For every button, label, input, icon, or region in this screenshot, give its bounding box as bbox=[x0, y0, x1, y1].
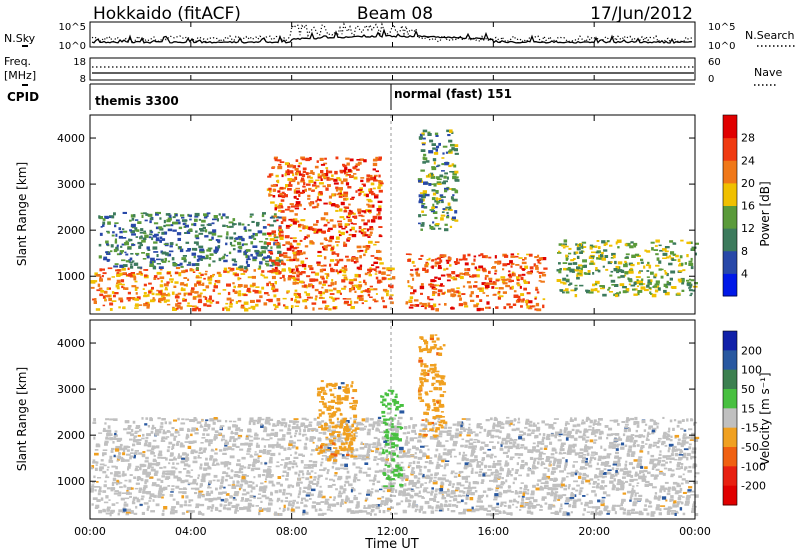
power-y-label: Slant Range [km] bbox=[15, 162, 29, 266]
x-tick-label: 16:00 bbox=[477, 525, 509, 538]
cpid-mode-2: normal (fast) 151 bbox=[394, 87, 512, 101]
power-colorbar-tick: 4 bbox=[741, 267, 748, 280]
velocity-region bbox=[90, 416, 700, 517]
velocity-colorbar-swatch bbox=[723, 408, 737, 429]
velocity-colorbar-tick: -100 bbox=[741, 460, 766, 473]
nsky-tick-bottom: 10^0 bbox=[59, 41, 86, 52]
velocity-data bbox=[90, 334, 700, 517]
power-colorbar-label: Power [dB] bbox=[758, 181, 772, 246]
power-region bbox=[556, 239, 699, 298]
velocity-colorbar-swatch bbox=[723, 331, 737, 351]
power-colorbar-tick: 24 bbox=[741, 154, 755, 167]
power-colorbar-swatch bbox=[723, 205, 737, 229]
velocity-y-tick: 2000 bbox=[57, 429, 85, 442]
power-colorbar-swatch bbox=[723, 250, 737, 274]
velocity-colorbar-label: Velocity [m s⁻¹] bbox=[758, 372, 772, 465]
power-region bbox=[405, 253, 548, 312]
x-tick-label: 04:00 bbox=[175, 525, 207, 538]
cpid-mode-1: themis 3300 bbox=[95, 94, 179, 108]
station-title: Hokkaido (fitACF) bbox=[93, 4, 241, 24]
cpid-strip: CPID themis 3300 normal (fast) 151 bbox=[7, 83, 695, 110]
nsky-label: N.Sky bbox=[4, 32, 36, 45]
velocity-region bbox=[417, 334, 448, 438]
velocity-colorbar-swatch bbox=[723, 466, 737, 487]
power-data bbox=[90, 129, 699, 312]
power-colorbar-tick: 20 bbox=[741, 177, 755, 190]
nave-label: Nave bbox=[754, 66, 782, 79]
power-colorbar-tick: 8 bbox=[741, 245, 748, 258]
power-colorbar: 4 8 12 16 20 24 28 bbox=[722, 114, 755, 297]
velocity-colorbar-tick: -15 bbox=[741, 422, 759, 435]
power-panel: 1000 2000 3000 4000 Slant Range [km] bbox=[15, 114, 699, 315]
x-axis: 00:00 04:00 08:00 12:00 16:00 20:00 00:00 bbox=[74, 22, 711, 538]
velocity-colorbar-tick: -200 bbox=[741, 480, 766, 493]
freq-tick-top: 18 bbox=[73, 57, 86, 68]
freq-label: Freq. bbox=[4, 55, 31, 68]
velocity-colorbar-swatch bbox=[723, 447, 737, 467]
power-region bbox=[98, 211, 284, 271]
velocity-colorbar-swatch bbox=[723, 389, 737, 409]
nsky-trace bbox=[91, 28, 693, 44]
freq-strip: Freq. [MHz] 18 8 60 0 Nave bbox=[4, 55, 782, 86]
power-region bbox=[266, 156, 384, 275]
power-colorbar-tick: 16 bbox=[741, 200, 755, 213]
velocity-colorbar-tick: -50 bbox=[741, 441, 759, 454]
x-tick-label: 08:00 bbox=[276, 525, 308, 538]
velocity-colorbar: 200 100 50 15 -15 -50 -100 -200 bbox=[722, 330, 766, 506]
x-tick-label: 00:00 bbox=[679, 525, 711, 538]
velocity-y-tick: 1000 bbox=[57, 475, 85, 488]
power-y-tick: 3000 bbox=[57, 178, 85, 191]
velocity-colorbar-tick: 50 bbox=[741, 383, 755, 396]
velocity-y-label: Slant Range [km] bbox=[15, 367, 29, 471]
velocity-colorbar-swatch bbox=[723, 369, 737, 390]
power-y-tick: 4000 bbox=[57, 132, 85, 145]
power-colorbar-swatch bbox=[723, 160, 737, 184]
power-colorbar-swatch bbox=[723, 182, 737, 206]
nave-tick-bottom: 0 bbox=[708, 74, 714, 85]
freq-unit: [MHz] bbox=[4, 69, 36, 82]
x-axis-label: Time UT bbox=[364, 537, 418, 552]
velocity-colorbar-tick: 200 bbox=[741, 344, 762, 357]
power-y-tick: 1000 bbox=[57, 270, 85, 283]
nsky-tick-top: 10^5 bbox=[59, 22, 86, 33]
power-colorbar-swatch bbox=[723, 273, 737, 297]
velocity-region bbox=[380, 389, 405, 488]
velocity-colorbar-swatch bbox=[723, 485, 737, 506]
velocity-colorbar-swatch bbox=[723, 350, 737, 371]
velocity-region bbox=[316, 380, 360, 462]
x-tick-label: 00:00 bbox=[74, 525, 106, 538]
velocity-colorbar-tick: 100 bbox=[741, 364, 762, 377]
velocity-panel: 1000 2000 3000 4000 Slant Range [km] bbox=[15, 319, 700, 520]
power-y-tick: 2000 bbox=[57, 224, 85, 237]
nsearch-label: N.Search bbox=[745, 29, 795, 42]
nave-tick-top: 60 bbox=[708, 57, 721, 68]
nsearch-tick-top: 10^5 bbox=[708, 22, 735, 33]
nsky-strip: N.Sky 10^5 10^0 10^5 10^0 N.Search bbox=[4, 21, 796, 52]
power-colorbar-swatch bbox=[723, 137, 737, 161]
power-colorbar-tick: 28 bbox=[741, 132, 755, 145]
freq-tick-bottom: 8 bbox=[80, 74, 86, 85]
x-tick-label: 12:00 bbox=[377, 525, 409, 538]
x-tick-label: 20:00 bbox=[578, 525, 610, 538]
power-region bbox=[90, 267, 396, 312]
date-title: 17/Jun/2012 bbox=[590, 4, 693, 24]
velocity-colorbar-tick: 15 bbox=[741, 402, 755, 415]
velocity-y-tick: 4000 bbox=[57, 337, 85, 350]
beam-title: Beam 08 bbox=[357, 4, 433, 24]
power-colorbar-swatch bbox=[723, 115, 737, 139]
power-colorbar-swatch bbox=[723, 228, 737, 252]
velocity-y-tick: 3000 bbox=[57, 383, 85, 396]
velocity-colorbar-swatch bbox=[723, 427, 737, 448]
power-colorbar-tick: 12 bbox=[741, 222, 755, 235]
cpid-label: CPID bbox=[7, 90, 39, 104]
power-region bbox=[417, 129, 460, 232]
nsearch-tick-bottom: 10^0 bbox=[708, 41, 735, 52]
